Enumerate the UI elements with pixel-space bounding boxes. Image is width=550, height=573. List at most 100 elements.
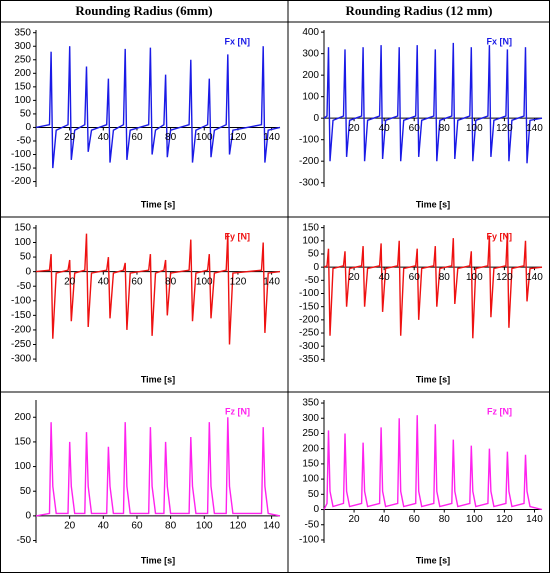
x-tick-label: 140 [263, 132, 280, 143]
y-tick-label: -200 [299, 314, 319, 325]
x-tick-label: 40 [98, 521, 110, 532]
x-tick-label: 80 [439, 272, 451, 283]
legend-label: Fy [N] [225, 231, 251, 241]
y-tick-label: -300 [299, 341, 319, 352]
x-tick-label: 120 [496, 123, 513, 134]
y-tick-label: -100 [299, 288, 319, 299]
x-tick-label: 120 [230, 521, 247, 532]
x-tick-label: 40 [98, 132, 110, 143]
y-tick-label: 150 [14, 223, 31, 234]
x-tick-label: 60 [131, 521, 143, 532]
y-tick-label: -150 [299, 301, 319, 312]
x-tick-label: 100 [196, 132, 213, 143]
legend-label: Fy [N] [487, 231, 513, 241]
y-tick-label: 100 [302, 235, 319, 246]
x-tick-label: 60 [409, 514, 421, 525]
y-tick-label: 150 [302, 459, 319, 470]
signal-line [35, 417, 281, 517]
x-tick-label: 80 [439, 514, 451, 525]
x-tick-label: 20 [349, 123, 361, 134]
x-tick-label: 100 [196, 276, 213, 287]
y-tick-label: -100 [299, 134, 319, 145]
y-tick-label: 200 [14, 412, 31, 423]
x-tick-label: 40 [379, 514, 391, 525]
y-tick-label: -250 [11, 339, 31, 350]
y-tick-label: -100 [11, 149, 31, 160]
signal-line [35, 233, 281, 345]
x-tick-label: 20 [64, 276, 76, 287]
y-tick-label: 0 [313, 262, 319, 273]
y-tick-label: 250 [14, 54, 31, 65]
y-tick-label: 100 [302, 474, 319, 485]
x-tick-label: 20 [349, 272, 361, 283]
x-tick-label: 120 [230, 132, 247, 143]
x-axis-label: Time [s] [416, 199, 450, 209]
y-tick-label: -50 [17, 535, 32, 546]
x-tick-label: 120 [496, 272, 513, 283]
y-tick-label: 400 [302, 27, 319, 38]
x-tick-label: 140 [526, 272, 543, 283]
legend-label: Fx [N] [487, 36, 513, 46]
y-tick-label: 200 [302, 70, 319, 81]
y-tick-label: -300 [299, 177, 319, 188]
x-tick-label: 140 [263, 276, 280, 287]
x-tick-label: 60 [409, 272, 421, 283]
column-header: Rounding Radius (6mm) [75, 3, 212, 18]
y-tick-label: -200 [11, 176, 31, 187]
y-tick-label: 100 [302, 91, 319, 102]
x-tick-label: 20 [64, 132, 76, 143]
legend-label: Fz [N] [487, 406, 512, 416]
y-tick-label: -150 [11, 310, 31, 321]
legend-label: Fx [N] [225, 36, 251, 46]
y-tick-label: 50 [308, 249, 320, 260]
x-tick-label: 80 [165, 132, 177, 143]
y-tick-label: 50 [20, 109, 32, 120]
x-tick-label: 120 [230, 276, 247, 287]
x-tick-label: 40 [98, 276, 110, 287]
x-axis-label: Time [s] [416, 374, 450, 384]
y-tick-label: -200 [11, 325, 31, 336]
y-tick-label: -100 [299, 535, 319, 546]
x-tick-label: 100 [466, 123, 483, 134]
x-tick-label: 40 [379, 272, 391, 283]
y-tick-label: -150 [11, 163, 31, 174]
x-tick-label: 100 [196, 521, 213, 532]
x-tick-label: 140 [526, 514, 543, 525]
x-tick-label: 80 [439, 123, 451, 134]
y-tick-label: 350 [14, 27, 31, 38]
y-tick-label: -350 [299, 354, 319, 365]
x-tick-label: 120 [496, 514, 513, 525]
y-tick-label: -100 [11, 295, 31, 306]
x-axis-label: Time [s] [416, 555, 450, 565]
x-tick-label: 20 [64, 521, 76, 532]
x-tick-label: 60 [409, 123, 421, 134]
signal-line [323, 42, 543, 164]
x-tick-label: 100 [466, 272, 483, 283]
y-tick-label: 300 [302, 48, 319, 59]
y-tick-label: 250 [302, 428, 319, 439]
y-tick-label: 300 [14, 41, 31, 52]
signal-line [323, 232, 543, 339]
x-axis-label: Time [s] [141, 199, 175, 209]
column-header: Rounding Radius (12 mm) [345, 3, 492, 18]
x-tick-label: 100 [466, 514, 483, 525]
y-tick-label: -50 [305, 519, 320, 530]
y-tick-label: 100 [14, 461, 31, 472]
y-tick-label: 100 [14, 95, 31, 106]
x-tick-label: 140 [526, 123, 543, 134]
x-axis-label: Time [s] [141, 555, 175, 565]
y-tick-label: 0 [25, 266, 31, 277]
y-tick-label: -50 [305, 275, 320, 286]
x-tick-label: 60 [131, 276, 143, 287]
y-tick-label: 0 [313, 113, 319, 124]
x-tick-label: 40 [379, 123, 391, 134]
y-tick-label: 0 [25, 122, 31, 133]
y-tick-label: -300 [11, 354, 31, 365]
y-tick-label: -50 [17, 136, 32, 147]
y-tick-label: 350 [302, 398, 319, 409]
y-tick-label: 50 [20, 252, 32, 263]
y-tick-label: 300 [302, 413, 319, 424]
x-tick-label: 80 [165, 521, 177, 532]
x-tick-label: 140 [263, 521, 280, 532]
